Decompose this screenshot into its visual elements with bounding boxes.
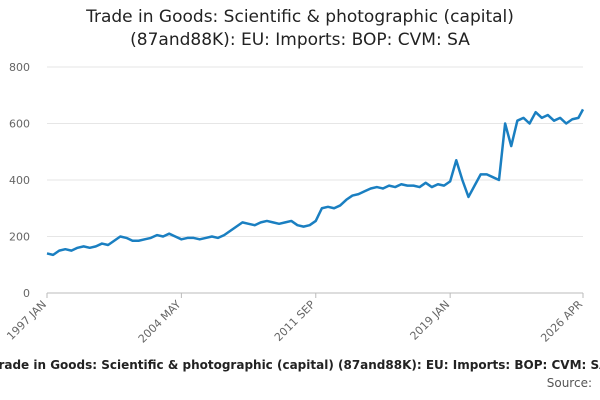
chart-title: Trade in Goods: Scientific & photographi… <box>86 7 514 50</box>
y-tick-label: 0 <box>23 287 30 300</box>
x-tick-label: 1997 JAN <box>4 298 49 343</box>
y-tick-label: 400 <box>9 174 30 187</box>
x-tick-label: 2004 MAY <box>136 298 184 346</box>
data-line <box>46 108 585 257</box>
y-tick-label: 200 <box>9 231 30 244</box>
source-label: Source: <box>546 376 592 390</box>
footer-title-text: Trade in Goods: Scientific & photographi… <box>0 358 600 372</box>
x-tick-label: 2026 APR <box>538 298 585 345</box>
y-tick-label: 800 <box>9 61 30 74</box>
x-tick-label: 2019 JAN <box>408 298 453 343</box>
footer-title: Trade in Goods: Scientific & photographi… <box>0 358 600 372</box>
y-tick-label: 600 <box>9 118 30 131</box>
x-tick-label: 2011 SEP <box>272 298 318 344</box>
